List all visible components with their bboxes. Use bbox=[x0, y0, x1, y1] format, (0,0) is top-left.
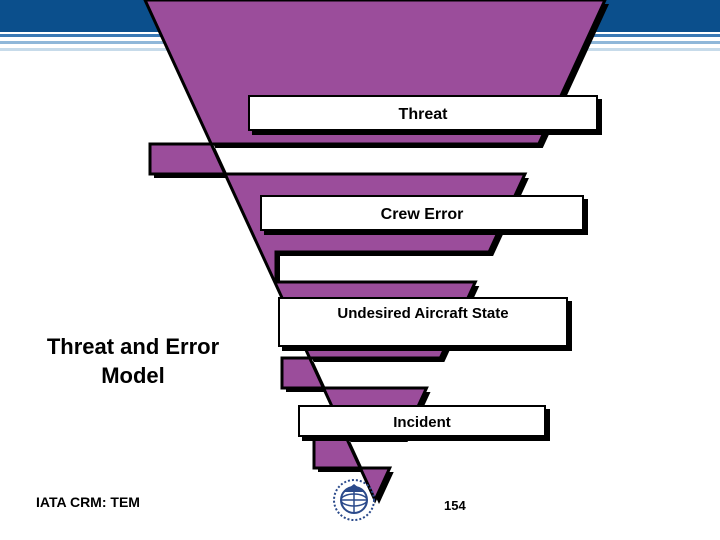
page-number-text: 154 bbox=[444, 498, 466, 513]
iata-seal-icon bbox=[332, 478, 376, 527]
diagram-title: Threat and Error Model bbox=[18, 333, 248, 390]
funnel-label-crew-error: Crew Error bbox=[260, 195, 584, 231]
funnel-label-incident: Incident bbox=[298, 405, 546, 437]
funnel-diagram bbox=[0, 0, 720, 540]
label-text: Undesired Aircraft State bbox=[337, 305, 508, 322]
funnel-label-threat: Threat bbox=[248, 95, 598, 131]
label-text: Incident bbox=[393, 414, 451, 431]
label-text: Threat bbox=[399, 106, 448, 123]
funnel-label-undesired-state: Undesired Aircraft State bbox=[278, 297, 568, 347]
title-text: Threat and Error Model bbox=[47, 334, 219, 388]
footer-left-text: IATA CRM: TEM bbox=[36, 494, 140, 510]
page-number: 154 bbox=[444, 498, 466, 513]
slide: Threat Crew Error Undesired Aircraft Sta… bbox=[0, 0, 720, 540]
footer-left: IATA CRM: TEM bbox=[36, 494, 140, 510]
label-text: Crew Error bbox=[381, 206, 464, 223]
